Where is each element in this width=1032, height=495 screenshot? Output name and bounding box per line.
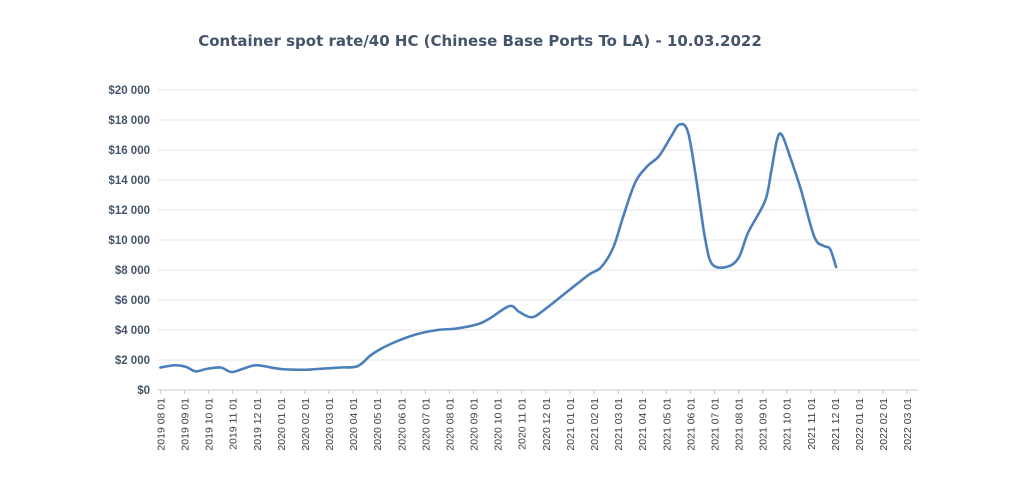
x-tick-label: 2021 09 01 [758,398,770,451]
x-tick-label: 2021 06 01 [685,398,697,451]
x-tick-label: 2021 07 01 [709,398,721,451]
x-tick-label: 2021 02 01 [589,398,601,451]
x-tick-label: 2019 10 01 [204,398,216,451]
x-tick-label: 2020 03 01 [324,398,336,451]
y-tick-label: $18 000 [108,115,150,127]
x-tick-label: 2020 01 01 [276,398,288,451]
y-tick-label: $8 000 [115,265,150,277]
x-tick-label: 2022 01 01 [854,398,866,451]
y-tick-label: $2 000 [115,355,150,367]
y-tick-label: $0 [137,385,150,397]
x-tick-label: 2020 11 01 [517,398,529,450]
x-tick-label: 2021 11 01 [806,398,818,450]
x-tick-label: 2019 12 01 [252,398,264,451]
x-tick-label: 2020 07 01 [420,398,432,451]
x-tick-label: 2020 09 01 [469,398,481,451]
y-tick-label: $6 000 [115,295,150,307]
y-tick-label: $12 000 [108,205,150,217]
x-tick-label: 2020 05 01 [372,398,384,451]
x-tick-label: 2021 03 01 [613,398,625,451]
x-tick-label: 2021 04 01 [637,398,649,451]
y-tick-label: $20 000 [108,85,150,97]
chart-title: Container spot rate/40 HC (Chinese Base … [198,32,762,50]
gridlines [158,89,918,391]
x-tick-label: 2022 03 01 [902,398,914,451]
x-tick-label: 2019 09 01 [179,398,191,451]
x-tick-label: 2019 11 01 [228,398,240,450]
x-tick-label: 2020 08 01 [444,398,456,451]
x-tick-label: 2020 06 01 [396,398,408,451]
y-tick-label: $10 000 [108,235,150,247]
x-tick-label: 2020 10 01 [493,398,505,451]
x-tick-label: 2019 08 01 [155,398,167,451]
series-layer [159,122,838,374]
y-tick-label: $16 000 [108,145,150,157]
x-tick-label: 2020 04 01 [348,398,360,451]
x-tick-label: 2020 12 01 [541,398,553,451]
x-tick-label: 2021 05 01 [661,398,673,451]
x-tick-label: 2020 02 01 [300,398,312,451]
x-tick-label: 2021 12 01 [830,398,842,451]
y-tick-label: $14 000 [108,175,150,187]
x-tick-label: 2022 02 01 [878,398,890,451]
x-axis-ticks: 2019 08 01 2019 09 01 2019 10 01 2019 11 01… [155,390,914,451]
series-line [159,122,838,374]
x-tick-label: 2021 01 01 [565,398,577,451]
y-axis-ticks: $0 $2 000 $4 000 $6 000 $8 000 $10 000 $12 000… [108,85,150,397]
x-tick-label: 2021 10 01 [782,398,794,451]
y-tick-label: $4 000 [115,325,150,337]
x-tick-label: 2021 08 01 [734,398,746,451]
